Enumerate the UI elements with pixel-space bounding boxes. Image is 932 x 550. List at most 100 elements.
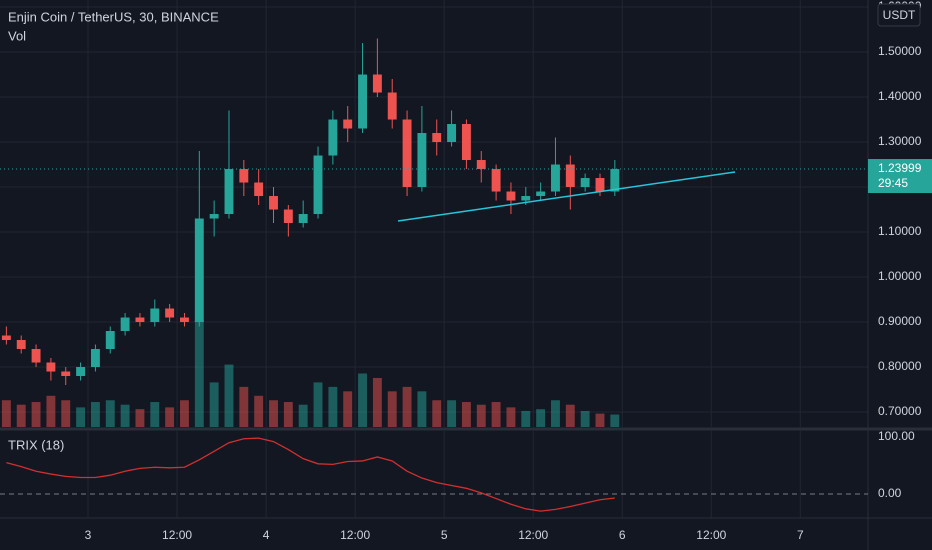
candle-body (31, 349, 41, 363)
candle-body (120, 317, 130, 332)
candle-body (90, 349, 100, 368)
trend-line (397, 171, 736, 222)
volume-bar (417, 391, 427, 427)
volume-bar (254, 395, 264, 427)
volume-bar (120, 404, 130, 427)
candle-body (209, 214, 219, 219)
indicator-tick-label: 0.00 (878, 486, 902, 500)
x-tick-label: 12:00 (162, 528, 192, 542)
candle-body (105, 331, 115, 350)
volume-bar (491, 402, 501, 427)
candle-body (610, 169, 620, 192)
indicator-layer (0, 437, 868, 512)
volume-bar (194, 320, 204, 427)
volume-bar (269, 400, 278, 427)
candle-body (506, 191, 516, 201)
candle-body (224, 169, 234, 215)
x-tick-label: 12:00 (696, 528, 726, 542)
last-price-box (868, 159, 932, 194)
volume-bar (372, 377, 382, 427)
candle-body (165, 308, 175, 318)
volume-bar (46, 395, 56, 427)
last-price: 1.23999 (878, 161, 922, 175)
volume-bar (135, 409, 145, 427)
candle-body (432, 133, 442, 143)
x-tick-label: 6 (619, 528, 626, 542)
candle-body (180, 317, 189, 323)
candle-layer (1, 38, 620, 386)
axes-layer: 3 12:00 4 12:00 5 12:00 6 12:00 7 0.70000 0.80000 0… (85, 0, 922, 542)
candle-body (254, 182, 264, 197)
candle-body (387, 92, 397, 120)
candle-body (447, 124, 457, 143)
candle-body (328, 119, 338, 156)
volume-bar (536, 409, 546, 427)
volume-bar (387, 391, 397, 427)
y-tick-label: 1.10000 (878, 224, 922, 238)
candle-body (298, 214, 308, 224)
candle-body (491, 169, 501, 192)
y-tick-label: 0.80000 (878, 359, 922, 373)
volume-bar (76, 407, 86, 427)
candle-body (343, 119, 353, 129)
x-tick-label: 12:00 (518, 528, 548, 542)
volume-bar (328, 386, 338, 427)
currency-box[interactable] (877, 3, 921, 27)
candle-body (135, 317, 145, 323)
y-tick-label: 1.40000 (878, 89, 922, 103)
x-tick-label: 12:00 (340, 528, 370, 542)
candle-body (358, 74, 367, 129)
candle-body (536, 191, 546, 197)
candle-body (476, 160, 486, 170)
y-tick-label: 1.30000 (878, 134, 922, 148)
volume-bar (90, 402, 100, 427)
volume-bar (447, 400, 457, 427)
volume-bar (150, 402, 160, 427)
currency[interactable]: USDT (883, 8, 916, 22)
volume-bar (432, 400, 442, 427)
volume-bar (298, 404, 308, 427)
volume-bar (580, 410, 590, 427)
indicator-label: TRIX (18) (8, 437, 64, 452)
candle-body (551, 164, 560, 192)
candle-body (313, 155, 323, 215)
candle-body (283, 209, 293, 224)
volume-bar (180, 400, 189, 427)
volume-bar (283, 402, 293, 427)
candle-body (461, 124, 471, 161)
volume-bar (224, 364, 234, 427)
y-tick-label: 0.90000 (878, 314, 922, 328)
volume-label: Vol (8, 28, 26, 43)
candle-body (46, 362, 56, 372)
volume-bar (209, 382, 219, 427)
volume-bar (565, 404, 575, 427)
volume-bar (551, 400, 560, 427)
countdown: 29:45 (878, 176, 908, 190)
volume-bar (476, 404, 486, 427)
y-tick-label: 0.70000 (878, 404, 922, 418)
y-tick-label: 1.50000 (878, 44, 922, 58)
candle-body (402, 119, 412, 188)
volume-bar (610, 414, 620, 427)
volume-bar (31, 402, 41, 427)
candle-body (61, 371, 71, 377)
candle-body (269, 196, 278, 210)
volume-bar (1, 400, 11, 427)
volume-bar (343, 391, 353, 427)
x-tick-label: 5 (441, 528, 448, 542)
volume-bar (521, 410, 531, 427)
indicator-tick-label: 100.00 (878, 429, 915, 443)
volume-bar (61, 400, 71, 427)
y-tick-label: 1.00000 (878, 269, 922, 283)
volume-bar (313, 382, 323, 427)
candle-body (1, 335, 11, 341)
candle-body (372, 74, 382, 93)
candle-body (76, 367, 86, 377)
candle-body (580, 178, 590, 188)
candle-body (417, 133, 427, 188)
volume-bar (402, 386, 412, 427)
x-tick-label: 3 (85, 528, 92, 542)
candle-body (16, 340, 26, 350)
